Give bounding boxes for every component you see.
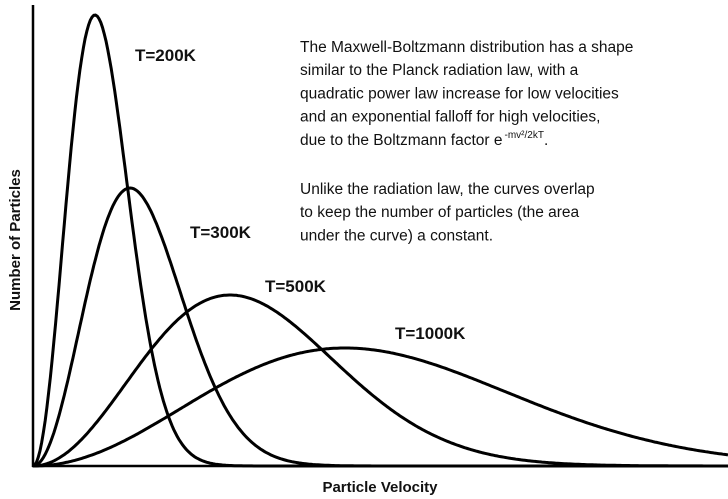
- curve-label: T=1000K: [395, 324, 466, 343]
- y-axis-label: Number of Particles: [7, 169, 24, 311]
- paragraph-line: to keep the number of particles (the are…: [300, 204, 580, 221]
- text-run: The Maxwell-Boltzmann distribution has a…: [300, 39, 633, 56]
- text-run: due to the Boltzmann factor e: [300, 132, 502, 149]
- text-run: .: [544, 132, 548, 149]
- exponent: -mv²/2kT: [504, 130, 543, 141]
- text-run: and an exponential falloff for high velo…: [300, 109, 600, 126]
- paragraph-line: under the curve) a constant.: [300, 227, 493, 244]
- paragraph-line: and an exponential falloff for high velo…: [300, 109, 600, 126]
- paragraph-line: quadratic power law increase for low vel…: [300, 85, 619, 102]
- text-run: quadratic power law increase for low vel…: [300, 85, 619, 102]
- curve-label: T=500K: [265, 277, 327, 296]
- curve-label: T=200K: [135, 46, 197, 65]
- paragraph: The Maxwell-Boltzmann distribution has a…: [300, 39, 633, 149]
- curve-label: T=300K: [190, 223, 252, 242]
- curve: [33, 293, 728, 468]
- text-run: similar to the Planck radiation law, wit…: [300, 62, 579, 79]
- paragraph-line: similar to the Planck radiation law, wit…: [300, 62, 579, 79]
- paragraph-line: Unlike the radiation law, the curves ove…: [300, 181, 595, 198]
- paragraph-line: due to the Boltzmann factor e -mv²/2kT.: [300, 130, 548, 149]
- curve: [33, 346, 728, 468]
- paragraph: Unlike the radiation law, the curves ove…: [300, 181, 595, 244]
- x-axis-label: Particle Velocity: [322, 479, 438, 496]
- paragraph-line: The Maxwell-Boltzmann distribution has a…: [300, 39, 633, 56]
